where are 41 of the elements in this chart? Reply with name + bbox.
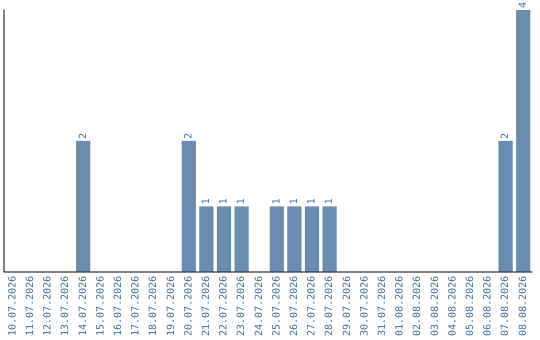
x-tick-label: 05.08.2026 bbox=[464, 276, 476, 336]
x-tick-label: 18.07.2026 bbox=[148, 276, 160, 336]
x-tick-label: 28.07.2026 bbox=[324, 276, 336, 336]
x-tick-label: 19.07.2026 bbox=[166, 276, 177, 336]
x-tick-label: 07.08.2026 bbox=[500, 276, 512, 336]
x-tick-label: 10.07.2026 bbox=[7, 276, 18, 336]
x-tick-label: 01.08.2026 bbox=[394, 276, 406, 336]
data-label: 2 bbox=[78, 132, 89, 139]
x-tick-label: 24.07.2026 bbox=[254, 276, 265, 336]
x-tick-label: 17.07.2026 bbox=[130, 276, 142, 336]
x-tick-label: 31.07.2026 bbox=[376, 276, 388, 336]
x-tick-label: 20.07.2026 bbox=[183, 276, 194, 336]
x-tick-label: 26.07.2026 bbox=[288, 276, 300, 336]
x-tick-label: 30.07.2026 bbox=[359, 276, 370, 336]
x-tick-label: 21.07.2026 bbox=[200, 276, 212, 336]
data-label: 1 bbox=[306, 198, 318, 204]
data-label: 1 bbox=[236, 198, 248, 204]
x-tick-label: 22.07.2026 bbox=[218, 276, 230, 336]
x-tick-label: 15.07.2026 bbox=[95, 276, 106, 336]
data-label: 1 bbox=[271, 198, 282, 204]
x-tick-label: 23.07.2026 bbox=[236, 276, 248, 336]
x-tick-label: 29.07.2026 bbox=[342, 276, 353, 336]
data-label: 2 bbox=[500, 132, 512, 139]
x-tick-label: 27.07.2026 bbox=[306, 276, 318, 336]
x-tick-label: 13.07.2026 bbox=[60, 276, 72, 336]
x-tick-label: 06.08.2026 bbox=[482, 276, 494, 336]
data-label: 1 bbox=[288, 198, 300, 204]
x-tick-label: 25.07.2026 bbox=[271, 276, 282, 336]
x-tick-label: 03.08.2026 bbox=[430, 276, 441, 336]
x-tick-label: 12.07.2026 bbox=[42, 276, 54, 336]
x-tick-label: 08.08.2026 bbox=[518, 276, 529, 336]
x-tick-label: 16.07.2026 bbox=[112, 276, 124, 336]
x-tick-label: 14.07.2026 bbox=[78, 276, 89, 336]
data-label: 1 bbox=[200, 198, 212, 204]
x-tick-label: 02.08.2026 bbox=[412, 276, 424, 336]
data-label: 4 bbox=[518, 2, 529, 8]
data-label: 1 bbox=[218, 198, 230, 204]
data-label: 2 bbox=[183, 132, 194, 139]
x-tick-label: 04.08.2026 bbox=[447, 276, 458, 336]
x-tick-label: 11.07.2026 bbox=[24, 276, 36, 336]
data-label: 1 bbox=[324, 198, 336, 204]
